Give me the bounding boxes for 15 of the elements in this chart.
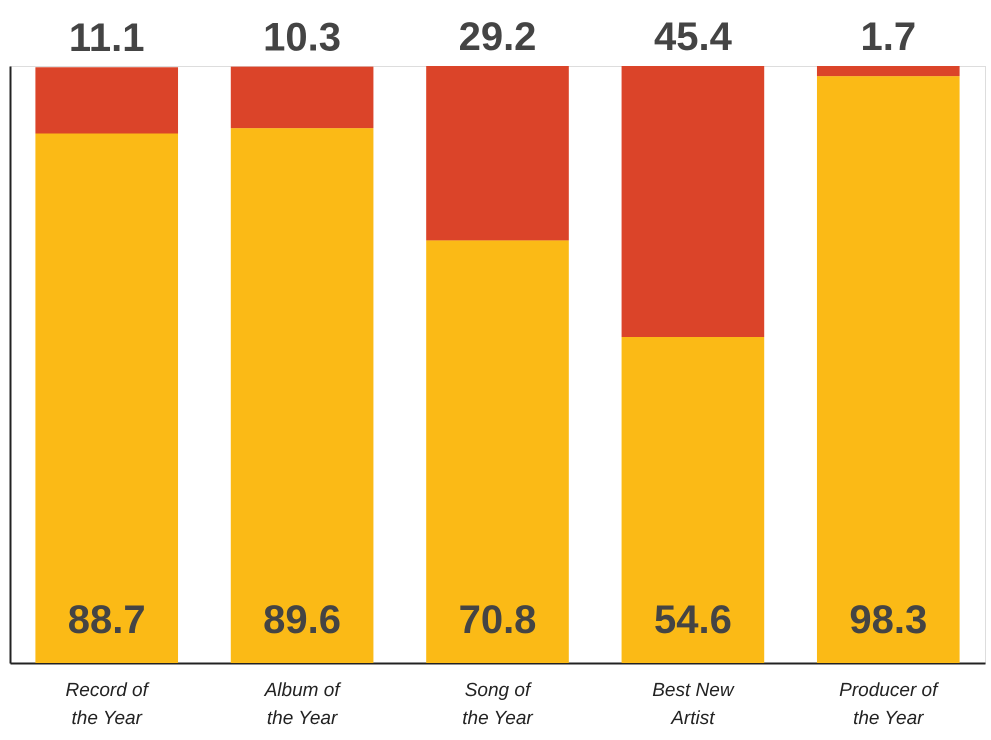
data-label: 88.7 [68,598,146,642]
data-label: 10.3 [263,16,342,60]
x-tick-label: Album of the Year [264,680,342,729]
data-label: 45.4 [654,15,733,59]
data-label: 11.1 [68,16,145,60]
data-label: 54.6 [654,598,732,642]
data-label: 70.8 [458,598,536,642]
data-label: 1.7 [860,15,916,59]
data-label: 89.6 [263,598,342,642]
x-tick-label: Best New Artist [652,680,735,729]
x-tick-label: Record of the Year [66,680,150,729]
data-label: 98.3 [849,598,928,642]
x-tick-label: Song of the Year [462,680,534,729]
data-label: 29.2 [458,15,536,59]
x-tick-label: Producer of the Year [839,680,940,729]
